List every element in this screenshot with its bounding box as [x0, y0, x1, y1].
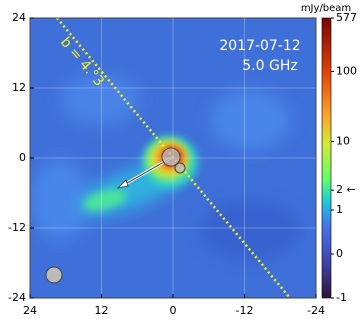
- beam: [45, 266, 63, 284]
- y-tick-label: -12: [8, 221, 26, 234]
- colorbar: [321, 17, 332, 299]
- x-tick-label: 12: [95, 304, 109, 317]
- x-tick-label: -24: [307, 304, 325, 317]
- x-tick-label: 24: [23, 304, 37, 317]
- date: 2017-07-12: [219, 38, 300, 54]
- colorbar-tick-label: 1: [336, 203, 343, 216]
- colorbar-label: mJy/beam: [301, 3, 351, 14]
- colorbar-tick-label: 100: [336, 64, 357, 77]
- x-tick-label: -12: [236, 304, 254, 317]
- component: [174, 162, 186, 174]
- colorbar-tick-label: 0: [336, 247, 343, 260]
- component: [161, 147, 181, 167]
- y-tick-label: 24: [12, 11, 26, 24]
- y-tick-label: -24: [8, 291, 26, 304]
- colorbar-tick-label: 10: [336, 135, 350, 148]
- x-tick-label: 0: [170, 304, 177, 317]
- position-angle-line: [56, 17, 291, 299]
- colorbar-tick-label: -1: [336, 291, 347, 304]
- frequency: 5.0 GHz: [242, 58, 297, 74]
- arrow: [121, 157, 172, 187]
- y-tick-label: 12: [12, 81, 26, 94]
- y-tick-label: 0: [19, 151, 26, 164]
- arrow-head: [116, 179, 129, 189]
- colorbar-tick-label: 2 ←: [336, 183, 356, 196]
- colorbar-tick-label: 577: [336, 11, 357, 24]
